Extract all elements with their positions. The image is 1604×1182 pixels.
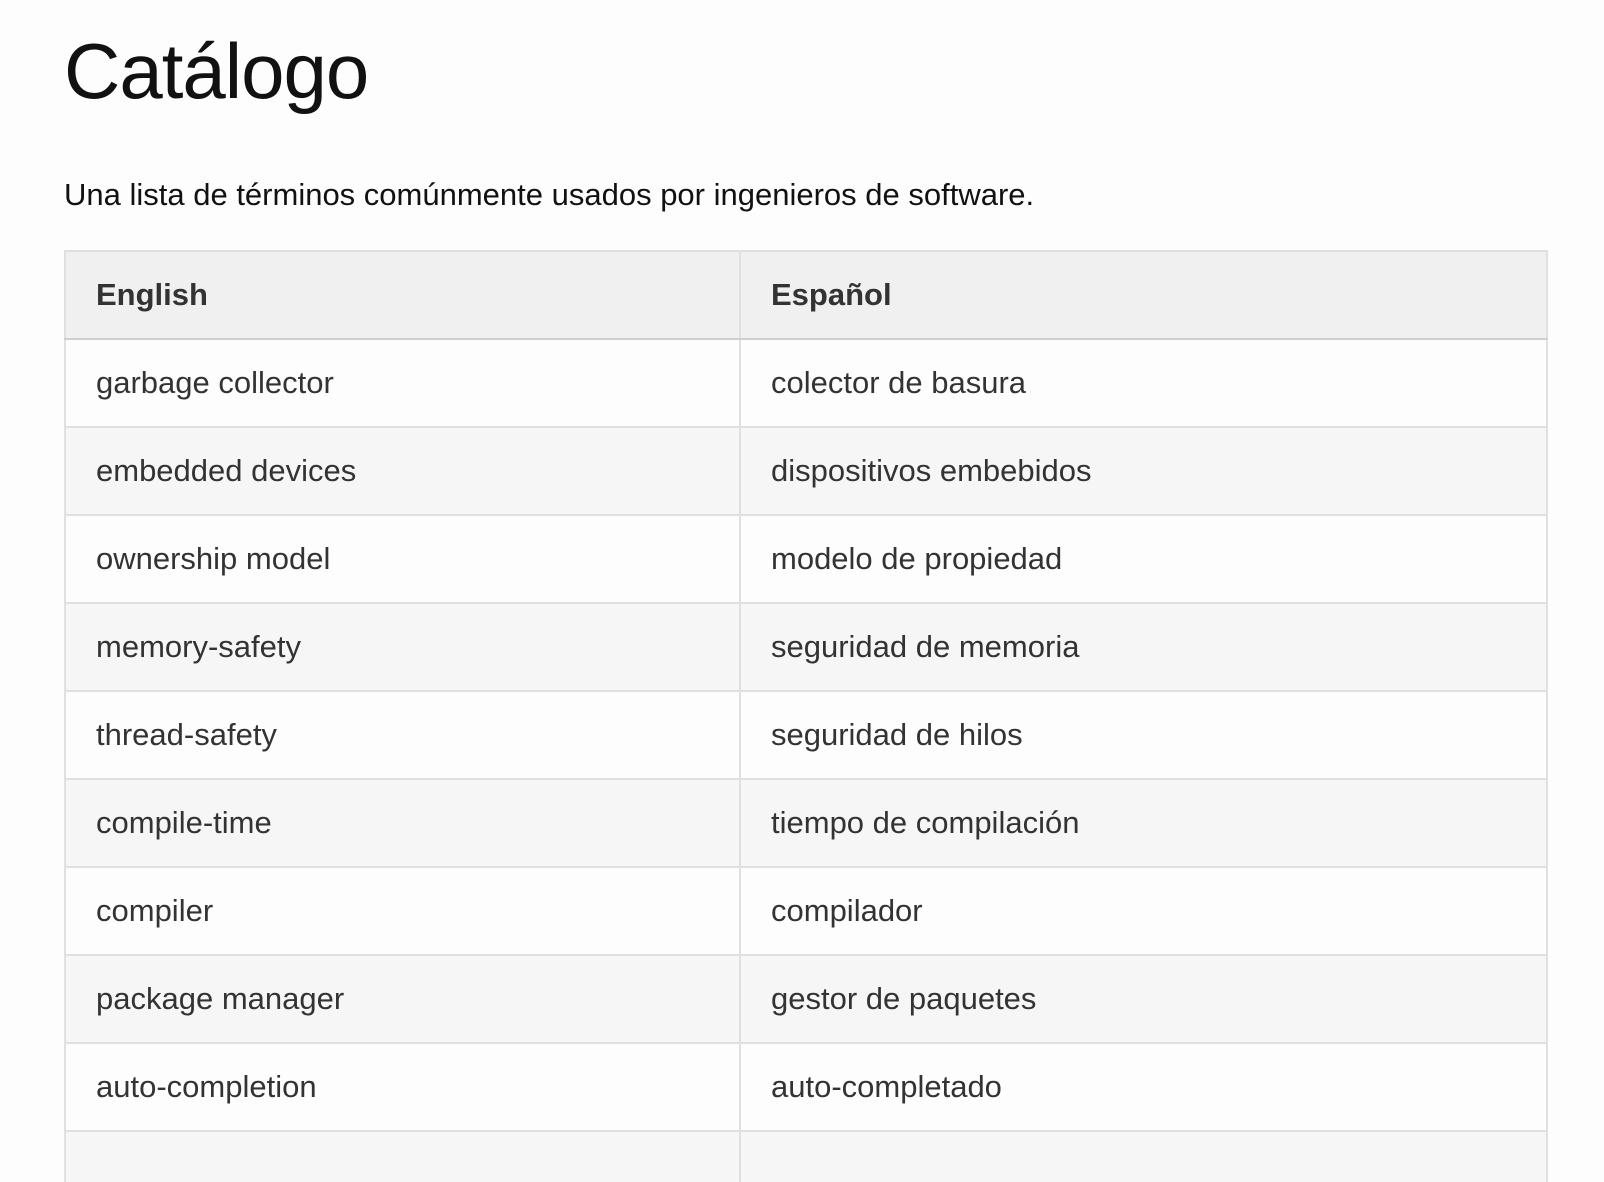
table-row: thread-safety seguridad de hilos	[64, 690, 1548, 780]
spanish-term: dispositivos embebidos	[739, 426, 1548, 516]
english-term	[64, 1130, 741, 1182]
spanish-term: colector de basura	[739, 338, 1548, 428]
table-row: package manager gestor de paquetes	[64, 954, 1548, 1044]
table-row: garbage collector colector de basura	[64, 338, 1548, 428]
spanish-term: auto-completado	[739, 1042, 1548, 1132]
table-row: compile-time tiempo de compilación	[64, 778, 1548, 868]
column-header-english: English	[64, 250, 741, 340]
table-row: auto-completion auto-completado	[64, 1042, 1548, 1132]
english-term: compile-time	[64, 778, 741, 868]
spanish-term: tiempo de compilación	[739, 778, 1548, 868]
spanish-term: seguridad de hilos	[739, 690, 1548, 780]
table-row: memory-safety seguridad de memoria	[64, 602, 1548, 692]
glossary-table: English Español garbage collector colect…	[64, 250, 1548, 1182]
english-term: memory-safety	[64, 602, 741, 692]
english-term: compiler	[64, 866, 741, 956]
table-row: compiler compilador	[64, 866, 1548, 956]
table-row: ownership model modelo de propiedad	[64, 514, 1548, 604]
english-term: thread-safety	[64, 690, 741, 780]
spanish-term: gestor de paquetes	[739, 954, 1548, 1044]
english-term: package manager	[64, 954, 741, 1044]
spanish-term: seguridad de memoria	[739, 602, 1548, 692]
english-term: garbage collector	[64, 338, 741, 428]
page-description: Una lista de términos comúnmente usados …	[64, 177, 1035, 212]
english-term: embedded devices	[64, 426, 741, 516]
spanish-term	[739, 1130, 1548, 1182]
table-row	[64, 1130, 1548, 1182]
table-row: embedded devices dispositivos embebidos	[64, 426, 1548, 516]
table-header-row: English Español	[64, 250, 1548, 340]
page-title: Catálogo	[64, 27, 369, 115]
spanish-term: compilador	[739, 866, 1548, 956]
english-term: auto-completion	[64, 1042, 741, 1132]
column-header-espanol: Español	[739, 250, 1548, 340]
spanish-term: modelo de propiedad	[739, 514, 1548, 604]
english-term: ownership model	[64, 514, 741, 604]
